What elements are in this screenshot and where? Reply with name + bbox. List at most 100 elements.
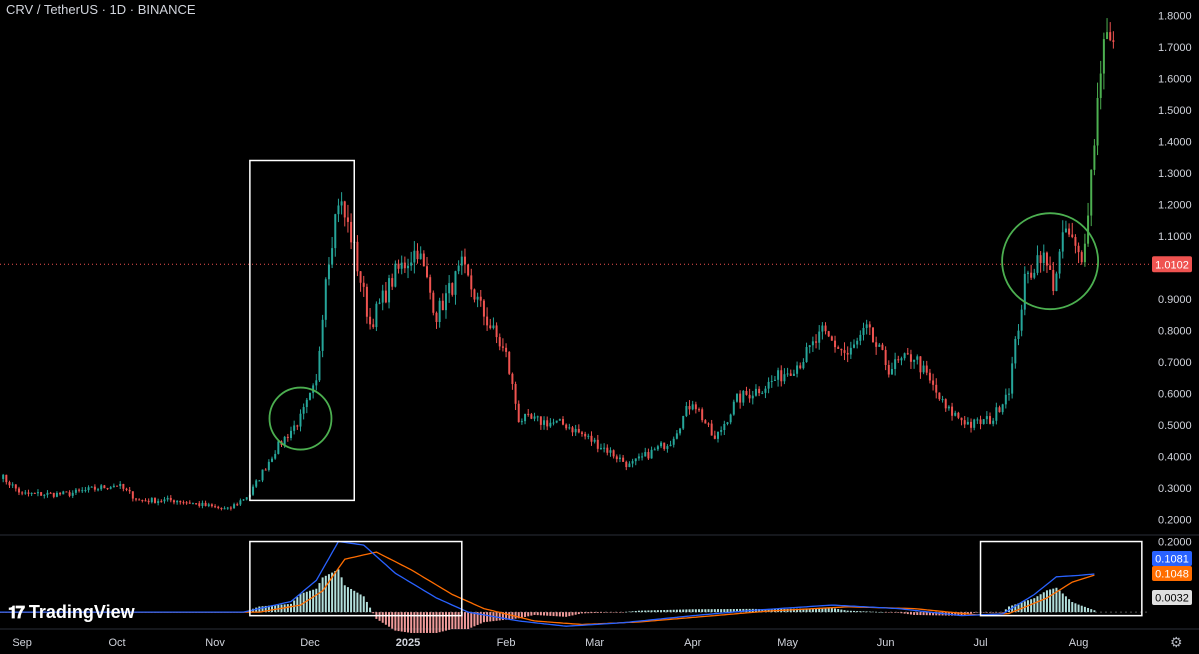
candle (223, 506, 226, 510)
candle (783, 368, 786, 385)
candle-body (710, 423, 713, 436)
candle-body (887, 364, 890, 375)
macd-histogram-bar (761, 609, 764, 613)
candle-body (1064, 228, 1067, 233)
macd-histogram-bar (470, 612, 473, 628)
macd-histogram-bar (922, 612, 925, 616)
candle-body (729, 414, 732, 423)
macd-histogram-bar (1033, 598, 1036, 613)
candle (951, 402, 954, 421)
tradingview-logo-icon: 𝟏𝟕 (8, 602, 25, 622)
candle-body (672, 438, 675, 445)
candle-body (947, 406, 950, 409)
candle (524, 413, 527, 425)
candle (172, 499, 175, 505)
candle (764, 385, 767, 399)
candle (359, 271, 362, 292)
candle-body (340, 201, 343, 206)
macd-histogram-bar (859, 611, 862, 613)
candle (302, 403, 305, 420)
candle-body (533, 416, 536, 419)
macd-histogram-bar (675, 609, 678, 613)
macd-histogram-bar (1049, 589, 1052, 613)
candle (501, 338, 504, 352)
macd-histogram-bar (258, 606, 261, 613)
axes-group: 0.2000 0.3000 0.4000 0.5000 0.6000 0.7000 0.80… (12, 11, 1192, 649)
candle (565, 423, 568, 431)
candle-body (517, 403, 520, 423)
candle-body (489, 325, 492, 329)
candle (691, 400, 694, 411)
candle-body (381, 290, 384, 303)
candle-body (74, 489, 77, 493)
candle (40, 491, 43, 496)
candle-body (584, 433, 587, 437)
candle (739, 390, 742, 409)
candle (426, 256, 429, 279)
candle (226, 506, 229, 510)
macd-histogram-bar (985, 612, 988, 613)
candle (422, 250, 425, 267)
candle-body (701, 409, 704, 421)
candle (492, 317, 495, 330)
candle-body (479, 296, 482, 301)
candle (815, 334, 818, 349)
candle (55, 491, 58, 498)
candle (457, 260, 460, 275)
gear-icon[interactable]: ⚙ (1170, 634, 1183, 650)
candle-body (176, 500, 179, 503)
candle (954, 410, 957, 417)
candle-body (24, 492, 27, 494)
macd-histogram-bar (796, 608, 799, 613)
candle (1093, 139, 1096, 176)
candle (666, 444, 669, 453)
macd-histogram-bar (308, 590, 311, 613)
candle (1049, 256, 1052, 270)
macd-histogram-bar (533, 612, 536, 615)
macd-histogram-bar (403, 612, 406, 633)
candle (1112, 31, 1115, 49)
tradingview-brand[interactable]: 𝟏𝟕 TradingView (8, 602, 135, 623)
candle-body (1077, 245, 1080, 253)
candle-body (634, 458, 637, 462)
candle (362, 275, 365, 297)
candle-body (935, 384, 938, 393)
macd-histogram-bar (315, 588, 318, 613)
candle-body (868, 324, 871, 328)
macd-histogram-bar (454, 612, 457, 630)
macd-histogram-bar (618, 612, 621, 613)
candle (802, 358, 805, 370)
candle-body (596, 439, 599, 449)
candle (758, 386, 761, 397)
macd-histogram-bar (970, 612, 973, 614)
candle-body (1007, 393, 1010, 395)
candle-body (666, 446, 669, 449)
candle (340, 192, 343, 215)
macd-histogram-bar (846, 610, 849, 613)
candle (204, 500, 207, 507)
macd-histogram-bar (587, 612, 590, 614)
candle (938, 392, 941, 401)
candle (1068, 223, 1071, 238)
candle-body (900, 358, 903, 361)
candle-body (214, 506, 217, 508)
candle (233, 502, 236, 509)
candle (966, 417, 969, 425)
candle-body (30, 492, 33, 494)
candle (169, 495, 172, 503)
candle-body (2, 474, 5, 479)
candle-body (71, 492, 74, 496)
candle-body (188, 502, 191, 504)
candle-body (172, 500, 175, 503)
macd-histogram-bar (625, 611, 628, 613)
macd-histogram-bar (973, 612, 976, 613)
macd-histogram-bar (834, 608, 837, 613)
candle-body (647, 452, 650, 459)
candle (479, 289, 482, 307)
candle-body (81, 490, 84, 492)
macd-histogram-bar (982, 612, 985, 613)
candle-body (8, 482, 11, 486)
candle-body (495, 325, 498, 338)
candle (1030, 264, 1033, 280)
